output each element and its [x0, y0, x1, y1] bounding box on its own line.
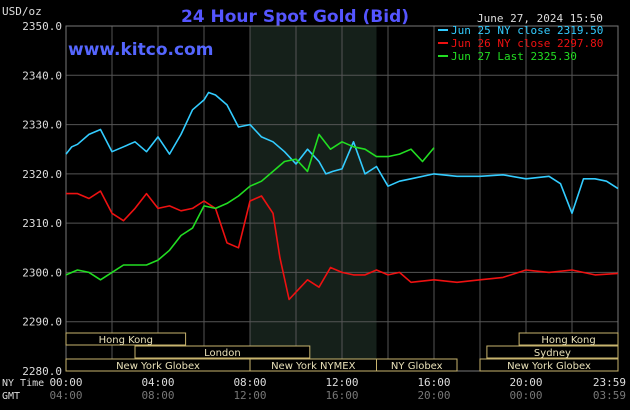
session-label: New York NYMEX [271, 361, 356, 372]
session-box [479, 358, 619, 372]
series-line-3 [65, 133, 435, 281]
series-line-2 [66, 190, 619, 301]
grid-lines [65, 25, 619, 372]
x-tick-label-ny: 23:59 [593, 376, 626, 389]
price-series [65, 91, 619, 301]
ny-time-row-label: NY Time [2, 378, 44, 389]
session-label: Hong Kong [99, 335, 153, 346]
date-label: June 27, 2024 15:50 [477, 12, 603, 25]
y-tick-label: 2300.0 [22, 266, 62, 279]
y-tick-label: 2290.0 [22, 316, 62, 329]
x-tick-label-ny: 20:00 [509, 376, 542, 389]
legend-label: Jun 26 NY close 2297.80 [451, 37, 603, 50]
series-line-1 [65, 91, 619, 215]
y-tick-label: 2350.0 [22, 20, 62, 33]
session-box [486, 345, 619, 359]
y-tick-label: 2280.0 [22, 365, 62, 378]
market-sessions: Hong Kong Hong Kong London Sydney New York G… [65, 332, 619, 372]
x-tick-label-ny: 08:00 [233, 376, 266, 389]
x-tick-label-ny: 12:00 [325, 376, 358, 389]
x-axis: 00:00 04:00 08:00 12:00 16:00 20:00 23:5904:00… [49, 376, 626, 402]
session-label: Hong Kong [541, 335, 595, 346]
x-tick-label-gmt: 08:00 [141, 389, 174, 402]
session-box [518, 332, 619, 346]
x-tick-label-ny: 00:00 [49, 376, 82, 389]
x-tick-label-gmt: 03:59 [593, 389, 626, 402]
session-label: Sydney [534, 348, 571, 359]
session-label: NY Globex [391, 361, 443, 372]
y-tick-label: 2310.0 [22, 217, 62, 230]
session-box [376, 358, 458, 372]
session-label: New York Globex [116, 361, 200, 372]
session-label: New York Globex [507, 361, 591, 372]
x-tick-label-gmt: 20:00 [417, 389, 450, 402]
x-tick-label-gmt: 04:00 [49, 389, 82, 402]
y-tick-label: 2340.0 [22, 69, 62, 82]
y-axis-label: USD/oz [2, 5, 42, 18]
x-tick-label-gmt: 00:00 [509, 389, 542, 402]
y-tick-label: 2320.0 [22, 168, 62, 181]
legend-label: Jun 27 Last 2325.30 [451, 50, 577, 63]
session-label: London [204, 348, 241, 359]
x-tick-label-gmt: 16:00 [325, 389, 358, 402]
session-box [65, 332, 187, 346]
x-tick-label-gmt: 12:00 [233, 389, 266, 402]
gmt-row-label: GMT [2, 391, 20, 402]
session-box [134, 345, 311, 359]
nymex-shaded-region [250, 26, 377, 371]
legend-label: Jun 25 NY close 2319.50 [451, 24, 603, 37]
x-tick-label-ny: 04:00 [141, 376, 174, 389]
source-url: www.kitco.com [68, 40, 213, 60]
y-tick-label: 2330.0 [22, 119, 62, 132]
chart-title: 24 Hour Spot Gold (Bid) [181, 7, 409, 27]
x-tick-label-ny: 16:00 [417, 376, 450, 389]
y-axis: 2350.0 2340.0 2330.0 2320.0 2310.0 2300.0 2290… [22, 20, 62, 378]
